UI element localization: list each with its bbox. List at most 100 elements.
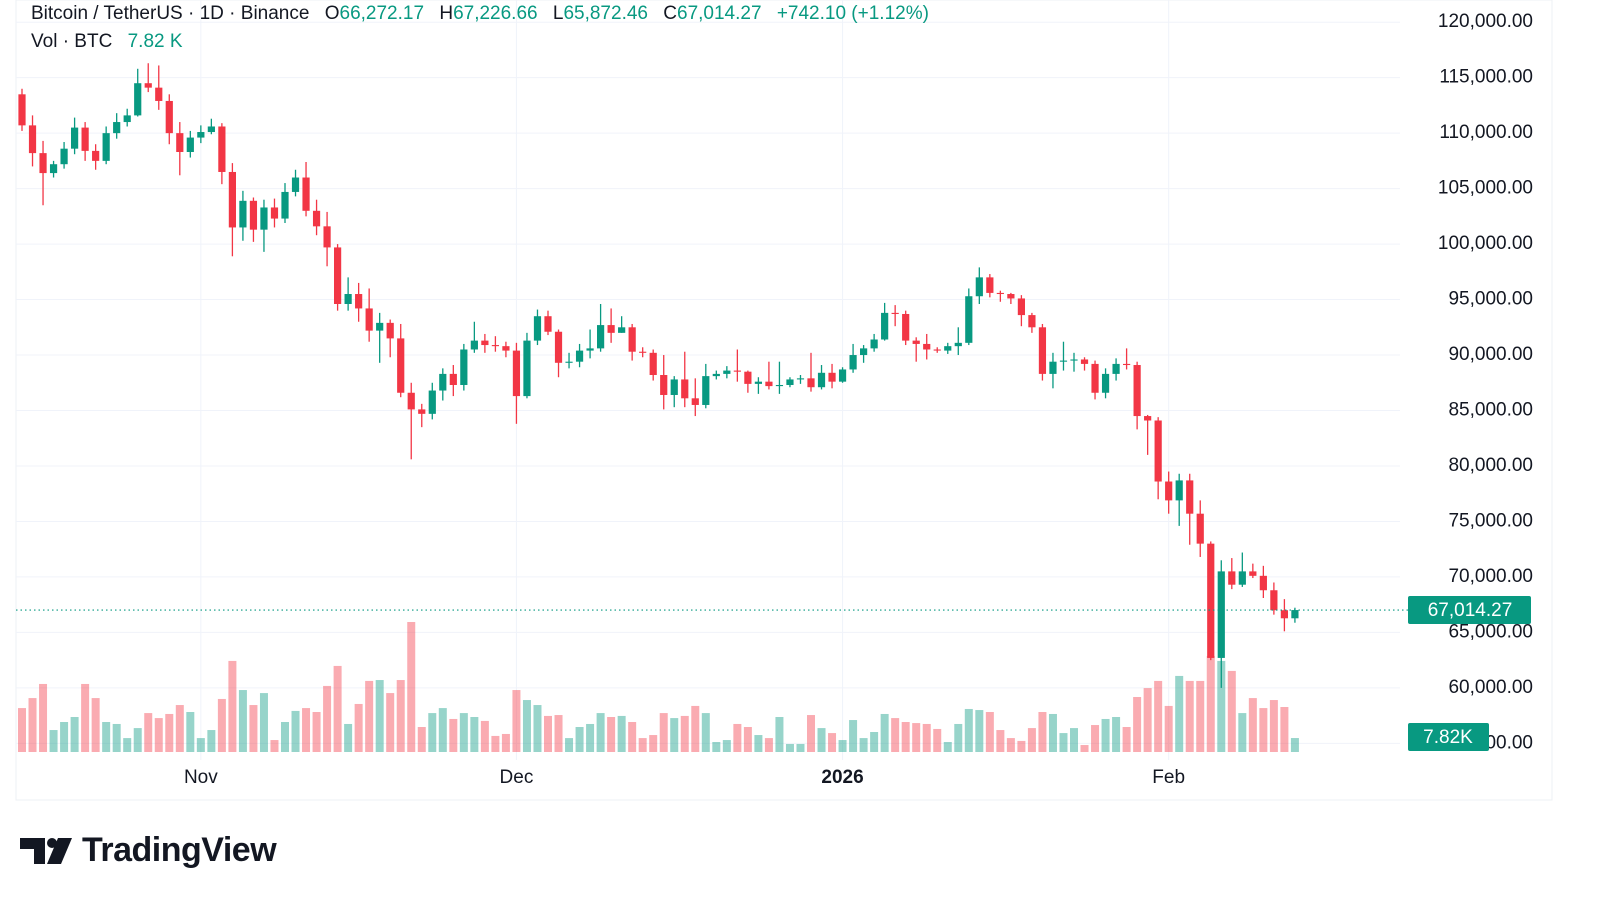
volume-bar (1143, 688, 1152, 752)
candle-body (765, 381, 773, 387)
y-tick-label: 75,000.00 (1448, 510, 1533, 531)
volume-bar (638, 738, 647, 752)
candle-body (134, 83, 142, 116)
volume-bar (891, 718, 900, 752)
brand-logo (20, 838, 72, 864)
volume-bar (1048, 713, 1057, 752)
candle-body (397, 338, 405, 393)
candle-body (1133, 365, 1141, 417)
candle-body (197, 132, 205, 138)
candle-body (881, 312, 889, 340)
logo-mark (20, 838, 45, 864)
volume-bar (249, 705, 258, 752)
candle-body (470, 340, 478, 350)
candle-body (649, 352, 657, 376)
candle-body (407, 392, 415, 410)
candle-body (891, 312, 899, 314)
volume-bar (680, 715, 689, 752)
candle-body (281, 191, 289, 219)
candle-body (912, 340, 920, 344)
candle-body (1091, 363, 1099, 393)
candle-body (18, 94, 26, 126)
candle-body (249, 200, 258, 230)
volume-bar (154, 718, 163, 752)
candle-body (954, 342, 962, 347)
candle-body (1070, 359, 1078, 361)
candle-body (1049, 361, 1057, 374)
candle-body (28, 125, 37, 154)
logo-mark (47, 838, 57, 848)
candle-body (796, 378, 805, 380)
volume-bar (785, 743, 794, 752)
candle-body (1228, 571, 1236, 585)
volume-bar (554, 715, 563, 752)
volume-bar (1164, 705, 1173, 752)
y-tick-label: 95,000.00 (1448, 289, 1533, 310)
chart-frame (15, 0, 1553, 801)
change: +742.10 (+1.12%) (776, 3, 929, 24)
candle-body (92, 150, 100, 161)
candle-body (334, 247, 342, 304)
volume-bar (659, 713, 668, 752)
volume-bar (859, 738, 868, 752)
volume-bar (270, 740, 279, 752)
candle-body (1249, 571, 1257, 576)
candle-body (702, 376, 710, 405)
candle-body (565, 361, 573, 363)
volume-bar (933, 728, 942, 752)
candle-body (1059, 360, 1068, 362)
volume-bar (165, 713, 174, 752)
candle-body (1112, 363, 1120, 374)
volume-bar (1269, 700, 1278, 752)
volume-bar (186, 712, 195, 752)
candle-body (691, 398, 699, 405)
candle-body (186, 137, 194, 152)
volume-bar (1080, 745, 1089, 752)
volume-bar (985, 712, 994, 752)
volume-bar (512, 690, 521, 752)
volume-bar (565, 738, 574, 752)
candle-body (597, 325, 605, 349)
volume-bar (428, 713, 437, 752)
candle-body (1123, 363, 1131, 366)
candle-body (439, 373, 447, 391)
candle-body (586, 348, 594, 351)
candle-body (1038, 327, 1047, 374)
candle-body (828, 372, 836, 382)
candle-body (933, 349, 941, 351)
candle-body (1270, 590, 1278, 611)
volume-bar (964, 708, 973, 752)
volume-bar (1038, 712, 1047, 752)
candle-body (449, 373, 457, 385)
y-tick-label: 100,000.00 (1438, 233, 1533, 254)
candle-body (996, 292, 1004, 295)
volume-bar (217, 698, 226, 752)
y-tick-label: 105,000.00 (1438, 178, 1533, 199)
candle-body (39, 153, 47, 174)
candle-body (923, 343, 931, 350)
volume-bar (544, 715, 552, 752)
candle-body (144, 83, 152, 88)
candle-body (1017, 298, 1025, 316)
volume-bar (39, 683, 48, 752)
volume-bar (49, 730, 58, 752)
candle-body (533, 316, 542, 341)
volume-bar (501, 733, 510, 752)
symbol: Bitcoin / TetherUS · 1D · Binance (31, 3, 310, 24)
volume-bar (407, 622, 416, 752)
candle-body (49, 164, 58, 174)
candle-body (1175, 480, 1183, 501)
ohlc-value: 66,272.17 (339, 3, 425, 24)
candle-body (618, 327, 626, 333)
volume-bar (28, 698, 37, 752)
candle-body (681, 379, 689, 399)
volume-bar (375, 680, 384, 752)
volume-bar (480, 720, 489, 752)
volume-bar (1217, 660, 1226, 752)
candle-body (218, 126, 226, 172)
ohlc-key: L (552, 3, 564, 24)
volume-bar (522, 700, 531, 752)
volume-bar (701, 713, 710, 752)
volume-bar (438, 708, 447, 752)
